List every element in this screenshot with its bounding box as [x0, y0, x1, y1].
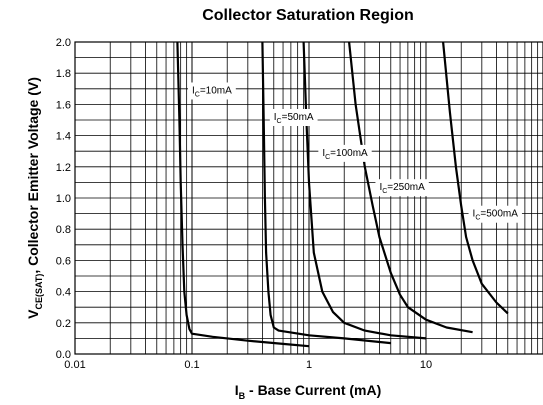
- plot-grid: [74, 41, 543, 355]
- y-tick-label: 2.0: [56, 37, 71, 49]
- curve-label-rest: =50mA: [282, 112, 314, 123]
- curve-label: IC=100mA: [322, 148, 368, 161]
- y-tick-label: 0.4: [56, 287, 71, 299]
- curve-label-bg: [318, 144, 372, 162]
- curve-label-main: I: [274, 112, 277, 123]
- y-tick-label: 1.4: [56, 131, 71, 143]
- y-tick-labels: 0.0 0.2 0.4 0.6 0.8 1.0 1.2 1.4 1.6 1.8 2.0: [56, 37, 71, 361]
- plot-frame: [74, 41, 543, 355]
- series-line: [176, 41, 310, 348]
- x-tick-label: 0.1: [184, 359, 199, 371]
- y-tick-label: 1.8: [56, 68, 71, 80]
- y-axis-title-rest: , Collector Emitter Voltage (V): [25, 77, 41, 274]
- curve-label: IC=10mA: [192, 85, 232, 98]
- curve-label-bg: [375, 179, 429, 197]
- y-tick-label: 0.8: [56, 224, 71, 236]
- x-axis-title-rest: - Base Current (mA): [245, 382, 381, 398]
- curve-label-sub: C: [382, 188, 387, 195]
- curve-label-bg: [269, 109, 318, 126]
- x-tick-labels: 0.01 0.1 1 10: [64, 359, 432, 371]
- curve-label-main: I: [322, 148, 325, 159]
- x-axis-title-sub: B: [239, 391, 246, 401]
- curve-label-bg: [468, 205, 522, 223]
- curve-label: IC=500mA: [473, 209, 519, 222]
- curve-label-rest: =100mA: [330, 148, 368, 159]
- y-tick-label: 0.6: [56, 255, 71, 267]
- x-axis-title-main: I: [235, 382, 239, 398]
- y-tick-label: 0.2: [56, 318, 71, 330]
- curve-label-rest: =500mA: [480, 209, 518, 220]
- series-line: [261, 41, 391, 345]
- curve-label-bg: [188, 82, 236, 100]
- curve-label-rest: =250mA: [387, 182, 425, 193]
- curve-label-sub: C: [195, 91, 200, 98]
- curve-label-sub: C: [475, 215, 480, 222]
- curve-label: IC=50mA: [274, 112, 314, 125]
- y-tick-label: 1.6: [56, 99, 71, 111]
- series-line: [302, 41, 427, 340]
- y-axis-title-sub: CE(SAT): [34, 274, 44, 310]
- curve-label-rest: =10mA: [200, 85, 232, 96]
- curve-label-main: I: [473, 209, 476, 220]
- y-tick-label: 1.0: [56, 193, 71, 205]
- series-line: [442, 41, 509, 315]
- y-tick-label: 0.0: [56, 349, 71, 361]
- curve-label: IC=250mA: [379, 182, 425, 195]
- y-axis-title-main: V: [25, 309, 41, 319]
- curve-label-main: I: [379, 182, 382, 193]
- y-tick-label: 1.2: [56, 162, 71, 174]
- curve-label-sub: C: [277, 118, 282, 125]
- x-tick-label: 10: [420, 359, 432, 371]
- curve-label-sub: C: [325, 154, 330, 161]
- x-tick-label: 1: [306, 359, 312, 371]
- y-axis-title: VCE(SAT), Collector Emitter Voltage (V): [25, 77, 44, 319]
- curve-label-main: I: [192, 85, 195, 96]
- x-axis-title: IB - Base Current (mA): [235, 382, 382, 401]
- chart-title: Collector Saturation Region: [202, 7, 414, 24]
- x-tick-label: 0.01: [64, 359, 85, 371]
